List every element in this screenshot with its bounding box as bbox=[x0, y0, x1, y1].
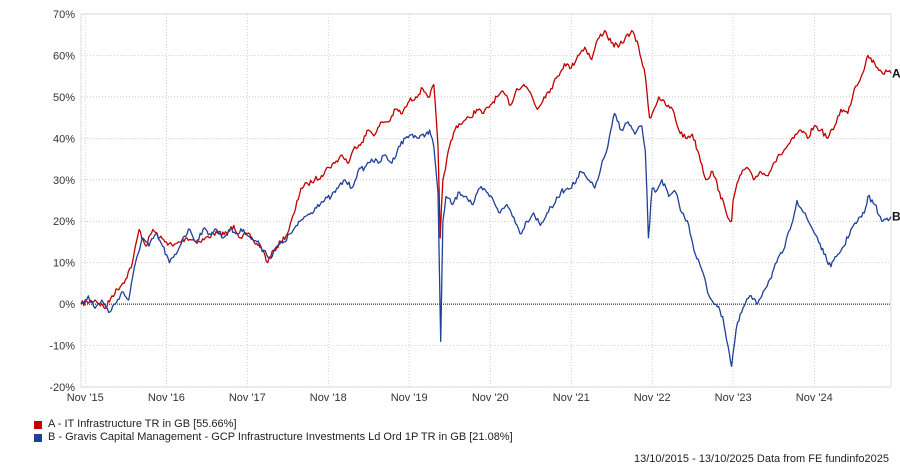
legend-item-a: A - IT Infrastructure TR in GB [55.66%] bbox=[34, 418, 513, 431]
y-tick-label: 30% bbox=[53, 175, 75, 187]
legend-item-b: B - Gravis Capital Management - GCP Infr… bbox=[34, 431, 513, 444]
x-tick-label: Nov '15 bbox=[67, 392, 104, 404]
legend: A - IT Infrastructure TR in GB [55.66%] … bbox=[34, 418, 513, 444]
x-tick-label: Nov '17 bbox=[229, 392, 266, 404]
x-tick-label: Nov '24 bbox=[796, 392, 833, 404]
grid-layer bbox=[80, 13, 892, 388]
y-tick-label: 50% bbox=[53, 92, 75, 104]
y-tick-label: -10% bbox=[49, 341, 75, 353]
legend-swatch-b bbox=[34, 433, 42, 442]
series-line-a bbox=[80, 29, 892, 310]
tick-labels: 70% 60% 50% 40% 30% 20% 10% 0% -10% -20%Nov '15 No… bbox=[49, 9, 832, 404]
x-tick-label: Nov '21 bbox=[553, 392, 590, 404]
end-label-a: A bbox=[892, 66, 900, 80]
y-tick-label: 70% bbox=[53, 9, 75, 21]
plot-frame bbox=[80, 13, 892, 388]
y-tick-label: -20% bbox=[49, 382, 75, 394]
x-tick-label: Nov '20 bbox=[472, 392, 509, 404]
y-tick-label: 20% bbox=[53, 216, 75, 228]
series-line-b bbox=[80, 112, 892, 367]
y-tick-label: 0% bbox=[59, 299, 75, 311]
x-tick-label: Nov '22 bbox=[634, 392, 671, 404]
x-tick-label: Nov '23 bbox=[715, 392, 752, 404]
x-tick-label: Nov '19 bbox=[391, 392, 428, 404]
y-tick-label: 40% bbox=[53, 133, 75, 145]
y-tick-label: 60% bbox=[53, 50, 75, 62]
y-tick-label: 10% bbox=[53, 258, 75, 270]
legend-label-a: A - IT Infrastructure TR in GB [55.66%] bbox=[48, 418, 237, 430]
x-tick-label: Nov '18 bbox=[310, 392, 347, 404]
legend-swatch-a bbox=[34, 420, 42, 429]
end-label-b: B bbox=[892, 210, 900, 224]
performance-line-chart: 70% 60% 50% 40% 30% 20% 10% 0% -10% -20%Nov '15 No… bbox=[49, 9, 900, 404]
end-labels: AB bbox=[892, 66, 900, 223]
series-lines bbox=[80, 29, 892, 367]
legend-label-b: B - Gravis Capital Management - GCP Infr… bbox=[48, 431, 513, 443]
x-tick-label: Nov '16 bbox=[148, 392, 185, 404]
date-range-footer: 13/10/2015 - 13/10/2025 Data from FE fun… bbox=[633, 453, 889, 465]
